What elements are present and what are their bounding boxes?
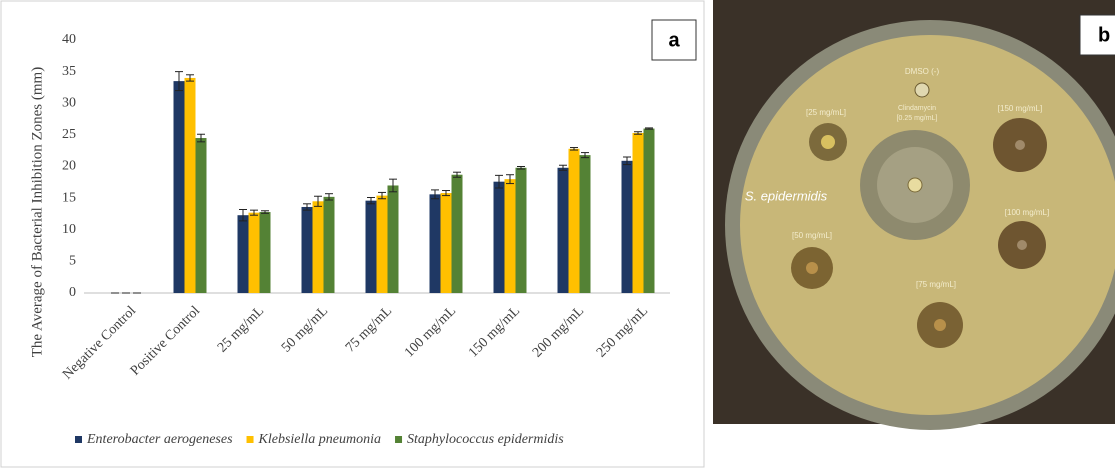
bar xyxy=(366,201,377,293)
bar xyxy=(174,81,185,293)
bar xyxy=(302,207,313,293)
bar xyxy=(622,161,633,293)
organism-label: S. epidermidis xyxy=(745,188,828,203)
bar xyxy=(452,175,463,293)
y-tick-label: 10 xyxy=(62,222,76,237)
bar xyxy=(633,133,644,293)
photo-label: [100 mg/mL] xyxy=(1005,208,1049,217)
bar xyxy=(185,78,196,293)
bar xyxy=(260,212,271,293)
photo-label: [25 mg/mL] xyxy=(806,108,846,117)
y-axis-label: The Average of Bacterial Inhibition Zone… xyxy=(29,67,45,357)
y-tick-label: 40 xyxy=(62,32,76,47)
legend-label: Klebsiella pneumonia xyxy=(258,432,382,447)
legend-swatch xyxy=(247,436,254,443)
disk xyxy=(934,319,946,331)
y-tick-label: 35 xyxy=(62,64,76,79)
legend-label: Enterobacter aerogeneses xyxy=(86,432,233,447)
photo-label: [150 mg/mL] xyxy=(998,104,1042,113)
bar xyxy=(494,182,505,293)
chart-frame xyxy=(1,1,704,467)
panel-label: a xyxy=(668,29,680,51)
y-tick-label: 15 xyxy=(62,190,76,205)
disk xyxy=(1017,240,1027,250)
bar xyxy=(441,193,452,293)
panel-label: b xyxy=(1098,24,1110,46)
chart-panel: a The Average of Bacterial Inhibition Zo… xyxy=(1,1,704,467)
bar xyxy=(558,168,569,293)
photo-panel: DMSO (-) Clindamycin [0.25 mg/mL] [25 mg… xyxy=(713,0,1115,430)
y-tick-label: 0 xyxy=(69,285,76,300)
bar xyxy=(430,194,441,293)
bar xyxy=(249,213,260,293)
bar xyxy=(377,196,388,293)
bar xyxy=(580,155,591,293)
y-tick-label: 25 xyxy=(62,127,76,142)
bar xyxy=(238,215,249,293)
bar xyxy=(569,149,580,293)
photo-label: DMSO (-) xyxy=(905,67,940,76)
bar xyxy=(196,138,207,293)
disk xyxy=(908,178,922,192)
y-tick-label: 20 xyxy=(62,159,76,174)
photo-label: [0.25 mg/mL] xyxy=(897,115,938,122)
legend-swatch xyxy=(75,436,82,443)
photo-label: Clindamycin xyxy=(898,105,936,112)
bar xyxy=(324,197,335,293)
photo-label: [50 mg/mL] xyxy=(792,231,832,240)
disk xyxy=(1015,140,1025,150)
bar xyxy=(313,201,324,293)
bar xyxy=(516,168,527,293)
bar xyxy=(388,185,399,293)
photo-label: [75 mg/mL] xyxy=(916,280,956,289)
figure: a The Average of Bacterial Inhibition Zo… xyxy=(0,0,1115,468)
legend-swatch xyxy=(395,436,402,443)
bar xyxy=(644,129,655,293)
y-tick-label: 30 xyxy=(62,95,76,110)
bar xyxy=(505,179,516,293)
disk xyxy=(915,83,929,97)
y-tick-label: 5 xyxy=(69,254,76,269)
disk xyxy=(806,262,818,274)
disk xyxy=(821,135,835,149)
legend-label: Staphylococcus epidermidis xyxy=(407,432,564,447)
